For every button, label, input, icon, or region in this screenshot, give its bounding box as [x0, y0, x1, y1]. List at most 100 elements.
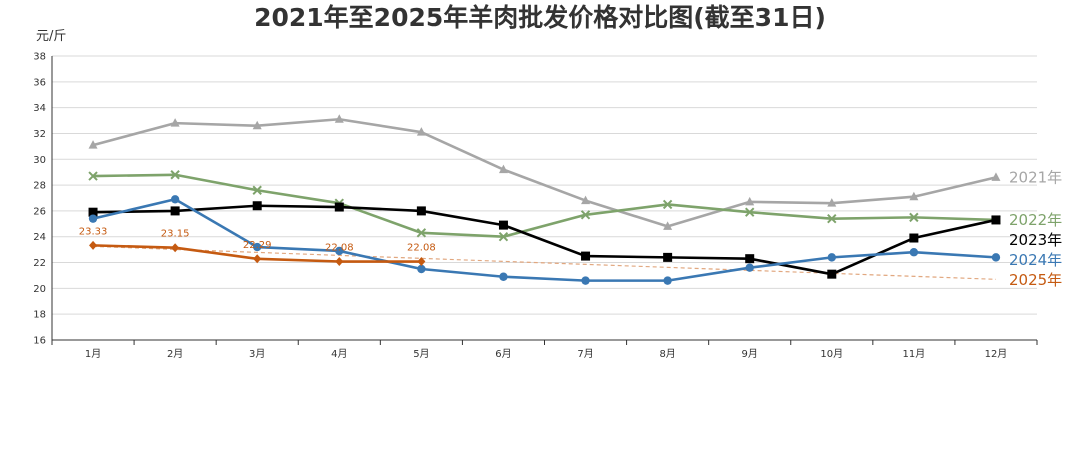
data-point — [827, 213, 837, 224]
data-point — [417, 264, 426, 274]
data-label: 22.08 — [407, 243, 436, 254]
x-tick-label: 1月 — [85, 348, 101, 360]
data-point — [252, 120, 262, 130]
data-point — [663, 221, 673, 230]
x-tick-label: 9月 — [742, 348, 758, 360]
series-2025年 — [89, 240, 426, 267]
x-tick-label: 12月 — [985, 348, 1008, 360]
data-point — [662, 199, 673, 210]
data-point — [253, 254, 262, 264]
data-point — [909, 212, 919, 223]
data-point — [335, 246, 344, 256]
data-point — [909, 233, 919, 243]
data-label: 22.29 — [243, 240, 272, 251]
x-tick-label: 3月 — [249, 348, 265, 360]
data-point — [909, 191, 919, 201]
data-point — [416, 127, 426, 136]
trendline-layer — [93, 245, 996, 280]
data-point — [417, 257, 426, 267]
series-2022年 — [88, 170, 1001, 242]
data-point — [991, 215, 1001, 225]
y-tick-label: 18 — [33, 310, 46, 321]
data-point — [170, 118, 180, 127]
data-point — [498, 220, 508, 230]
data-point — [745, 207, 755, 217]
data-point — [663, 276, 672, 285]
legend-entry-2024年: 2024年 — [1009, 251, 1062, 269]
data-point — [745, 263, 754, 272]
legend-entry-2021年: 2021年 — [1009, 168, 1062, 186]
data-point — [252, 185, 262, 195]
data-point — [745, 254, 755, 264]
y-tick-label: 24 — [33, 232, 46, 243]
y-axis-unit: 元/斤 — [36, 29, 66, 44]
legend-entry-2023年: 2023年 — [1009, 231, 1062, 249]
y-tick-label: 34 — [33, 103, 46, 114]
data-point — [909, 248, 919, 257]
data-point — [663, 252, 673, 262]
y-tick-label: 26 — [33, 206, 46, 217]
data-point — [498, 164, 508, 174]
y-tick-label: 32 — [33, 129, 46, 140]
series-layer — [88, 114, 1001, 285]
legend: 2021年 2022年 2023年 2024年 2025年 — [1009, 168, 1062, 289]
data-point — [334, 202, 344, 212]
data-point — [581, 276, 590, 285]
data-point — [88, 207, 98, 217]
x-axis: 1月 2月 3月 4月 5月 6月 7月 8月 9月 10月 11月 12月 — [51, 339, 1038, 360]
trendline-2025年 — [93, 245, 996, 280]
data-point — [170, 170, 180, 180]
x-tick-label: 2月 — [167, 348, 183, 360]
y-tick-label: 38 — [33, 52, 46, 63]
series-2024年 — [88, 195, 1001, 285]
legend-entry-2022年: 2022年 — [1009, 211, 1062, 229]
data-label: 22.08 — [325, 243, 354, 254]
y-tick-label: 30 — [33, 155, 46, 166]
legend-entry-2025年: 2025年 — [1009, 271, 1062, 289]
series-line-2023年 — [91, 204, 998, 276]
chart-title: 2021年至2025年羊肉批发价格对比图(截至31日) — [254, 3, 826, 32]
data-point — [498, 232, 509, 242]
data-point — [991, 172, 1001, 181]
x-tick-label: 8月 — [659, 348, 675, 360]
data-point — [88, 140, 98, 149]
data-point — [89, 240, 98, 250]
data-label: 23.33 — [79, 226, 108, 237]
x-tick-label: 5月 — [413, 348, 429, 360]
data-point — [334, 114, 344, 123]
data-point — [170, 206, 180, 216]
y-tick-label: 22 — [33, 258, 46, 269]
data-point — [88, 171, 98, 181]
data-point — [416, 228, 427, 238]
data-point — [580, 210, 591, 220]
y-tick-label: 16 — [33, 336, 46, 347]
data-label: 23.15 — [161, 229, 190, 240]
y-tick-label: 20 — [33, 284, 46, 295]
x-tick-label: 7月 — [577, 348, 593, 360]
x-tick-label: 10月 — [820, 348, 843, 360]
data-point — [88, 214, 98, 223]
data-point — [252, 201, 262, 211]
data-point — [745, 196, 755, 206]
x-tick-label: 6月 — [495, 348, 511, 360]
series-line-2024年 — [91, 197, 998, 282]
data-point — [827, 253, 836, 262]
data-point — [581, 195, 591, 205]
series-line-2022年 — [91, 173, 998, 239]
x-tick-label: 4月 — [331, 348, 347, 360]
y-tick-label: 36 — [33, 77, 46, 88]
data-point — [416, 206, 426, 216]
x-tick-label: 11月 — [903, 348, 926, 360]
data-point — [499, 272, 508, 281]
data-point — [581, 251, 591, 261]
data-point — [170, 195, 180, 204]
data-point — [991, 253, 1001, 262]
data-point — [827, 269, 837, 279]
data-point — [335, 257, 344, 267]
data-point — [827, 198, 837, 207]
data-point — [253, 242, 262, 252]
series-2021年 — [88, 114, 1001, 230]
y-tick-label: 28 — [33, 181, 46, 192]
